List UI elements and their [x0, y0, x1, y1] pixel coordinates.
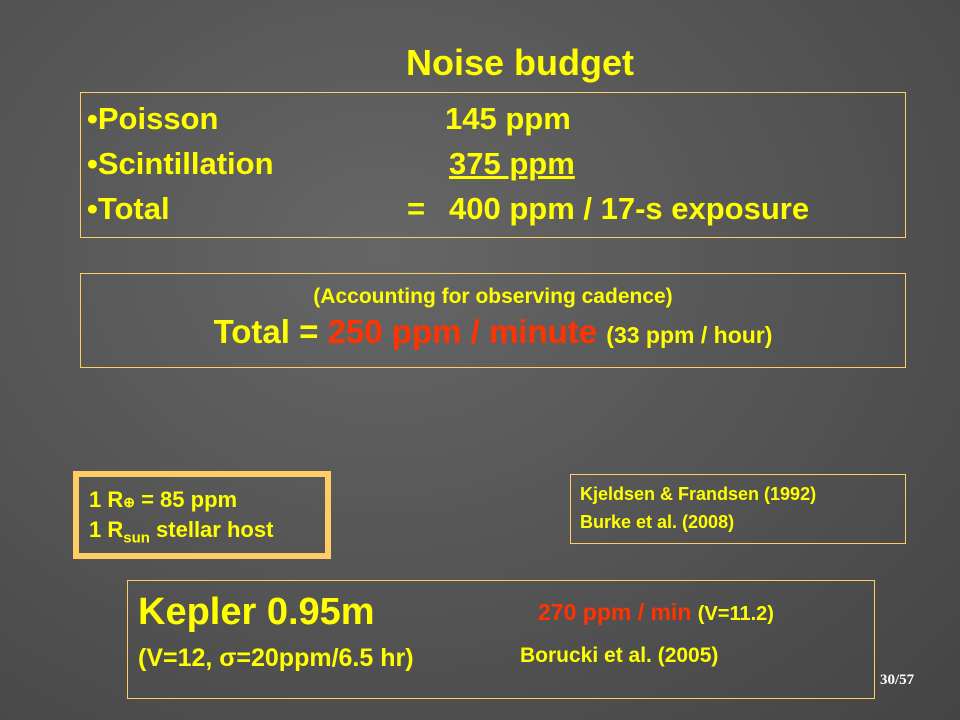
poisson-value: 145 ppm	[445, 101, 571, 136]
earth-radius-prefix: 1 R	[89, 487, 124, 512]
kepler-mag: (V=11.2)	[697, 603, 774, 625]
scintillation-value: 375 ppm	[449, 146, 575, 181]
kepler-params: (V=12, σ=20ppm/6.5 hr)	[138, 644, 414, 672]
page-number: 30/57	[880, 672, 915, 688]
scintillation-label: •Scintillation	[87, 146, 274, 181]
kepler-rate: 270 ppm / min	[538, 599, 692, 625]
noise-budget-box: •Poisson 145 ppm •Scintillation 375 ppm …	[80, 92, 906, 238]
cadence-total-value: 250 ppm / minute	[327, 313, 598, 350]
stellar-host-sub: sun	[123, 529, 150, 547]
earth-radius-box: 1 R⊕ = 85 ppm 1 Rsun stellar host	[73, 471, 331, 559]
cadence-box: (Accounting for observing cadence) Total…	[80, 273, 906, 368]
kepler-reference: Borucki et al. (2005)	[520, 644, 719, 667]
cadence-per-hour: (33 ppm / hour)	[606, 322, 773, 348]
total-value: 400 ppm / 17-s exposure	[449, 191, 810, 226]
poisson-label: •Poisson	[87, 101, 219, 136]
total-label: •Total	[87, 191, 170, 226]
cadence-total-label: Total =	[213, 313, 328, 350]
kepler-name: Kepler 0.95m	[138, 591, 375, 633]
stellar-host-prefix: 1 R	[89, 517, 124, 542]
kepler-rate-line: 270 ppm / min (V=11.2)	[538, 599, 774, 626]
cadence-total: Total = 250 ppm / minute (33 ppm / hour)	[81, 313, 905, 351]
reference-1: Kjeldsen & Frandsen (1992)	[580, 484, 817, 504]
kepler-box: Kepler 0.95m 270 ppm / min (V=11.2) (V=1…	[127, 580, 875, 699]
earth-radius-line: 1 R⊕ = 85 ppm	[89, 487, 237, 513]
earth-radius-value: = 85 ppm	[134, 487, 238, 512]
total-equals: =	[407, 191, 426, 226]
stellar-host-line: 1 Rsun stellar host	[89, 517, 273, 546]
slide-title: Noise budget	[405, 42, 634, 83]
stellar-host-suffix: stellar host	[149, 517, 274, 542]
earth-symbol-icon: ⊕	[123, 494, 135, 510]
references-box: Kjeldsen & Frandsen (1992) Burke et al. …	[570, 474, 906, 544]
cadence-note: (Accounting for observing cadence)	[313, 285, 673, 308]
reference-2: Burke et al. (2008)	[580, 512, 735, 532]
